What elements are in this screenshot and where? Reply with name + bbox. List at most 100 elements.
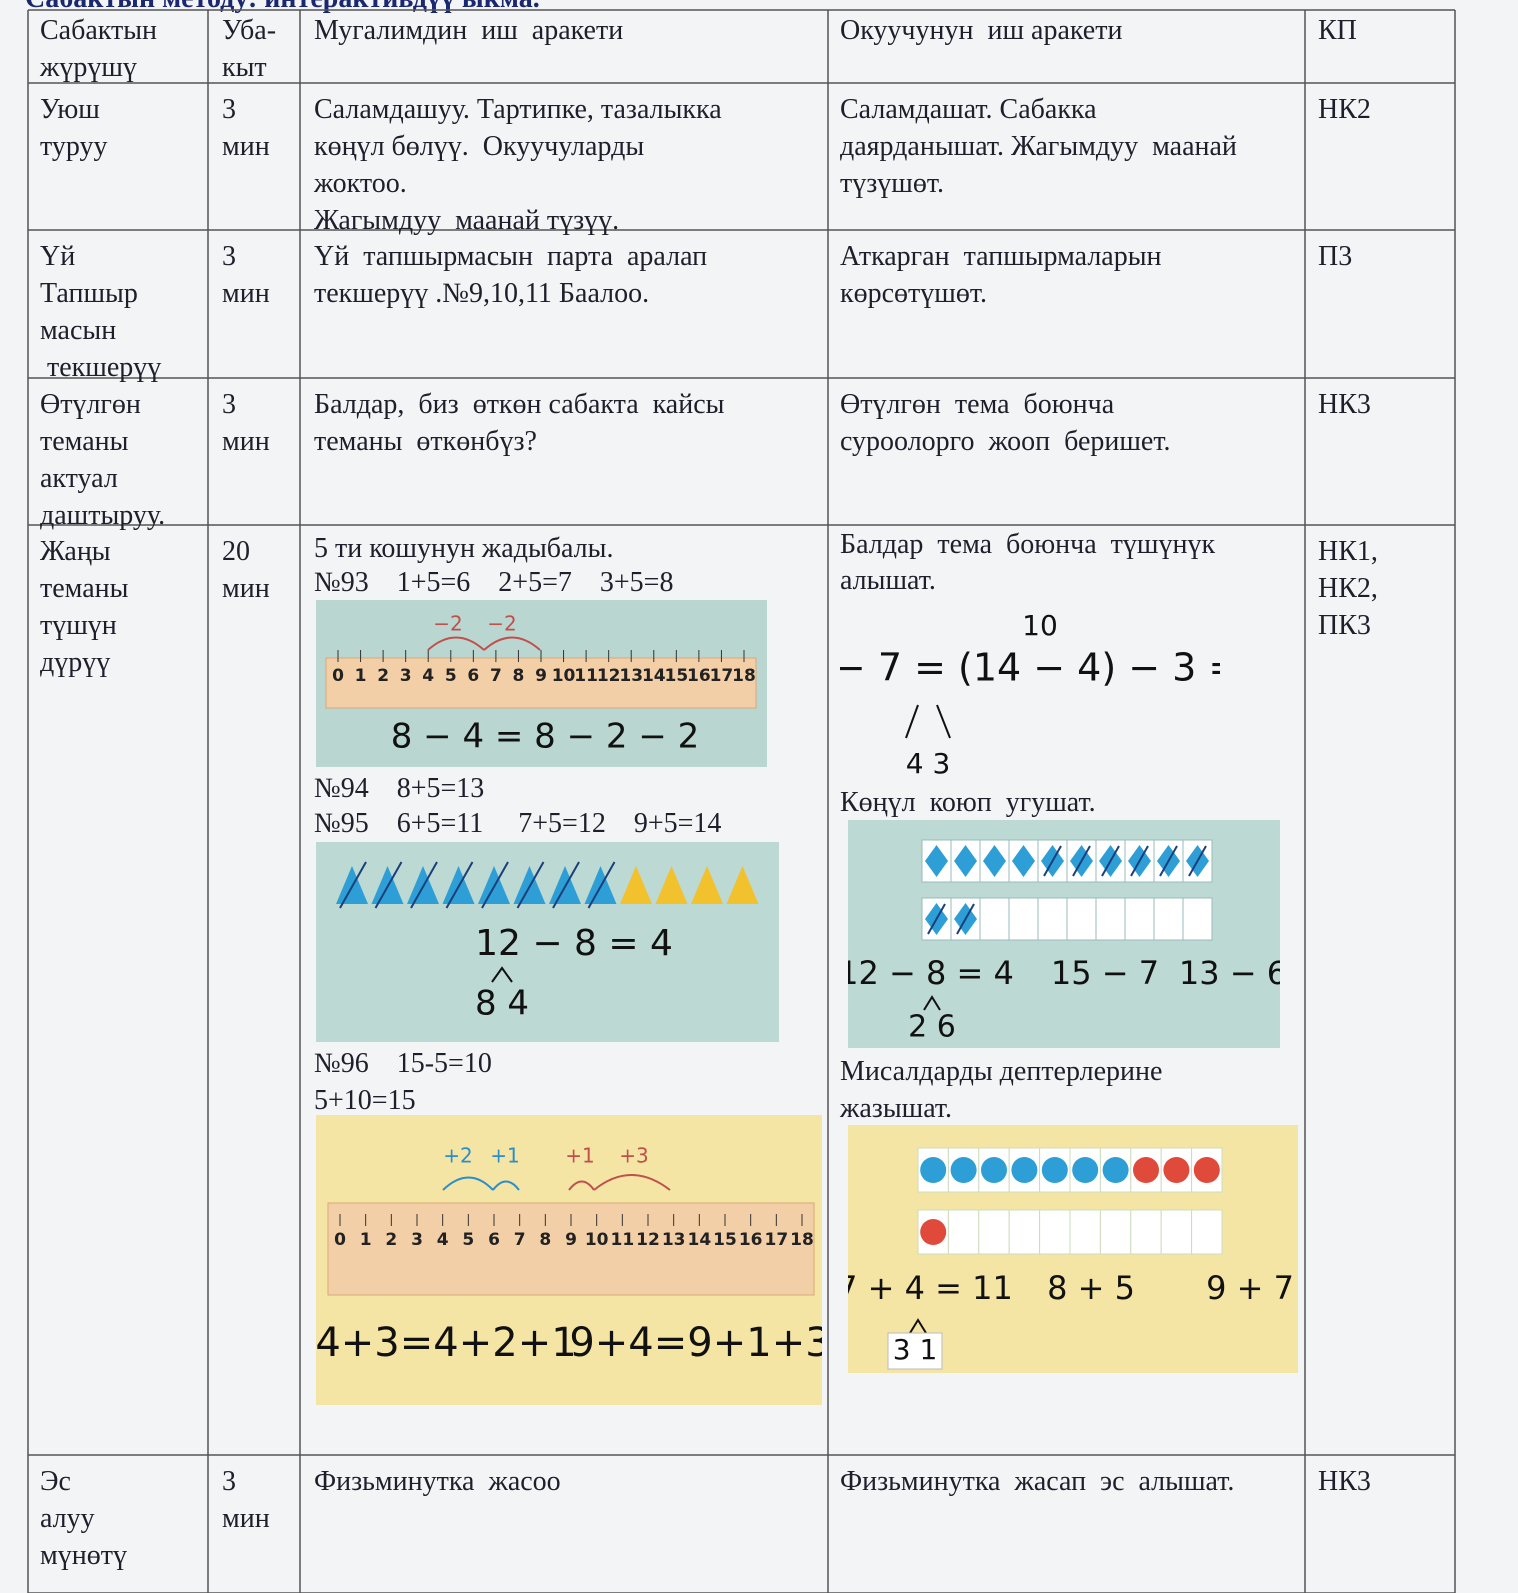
time-text: мин — [222, 278, 270, 309]
teacher-text: 5+10=15 — [314, 1085, 416, 1116]
figure-text: 16 — [739, 1230, 763, 1250]
time-text: 3 — [222, 94, 236, 125]
figure-text: 12 — [636, 1230, 660, 1250]
figure-text: 3 1 — [893, 1333, 938, 1366]
stage-text: теманы — [40, 426, 129, 457]
student-text: көрсөтүшөт. — [840, 278, 987, 309]
figure-text: 18 — [732, 666, 756, 686]
figure-text: 14 − 7 = (14 − 4) − 3 = 7 — [840, 646, 1220, 690]
stage-text: актуал — [40, 463, 118, 494]
teacher-text: №96 15-5=10 — [314, 1048, 492, 1079]
student-text: Өтүлгөн тема боюнча — [840, 389, 1115, 420]
stage-text: текшерүү — [40, 352, 162, 383]
teacher-text: №93 1+5=6 2+5=7 3+5=8 — [314, 567, 674, 598]
teacher-text: №95 6+5=11 7+5=12 9+5=14 — [314, 808, 722, 839]
figure-text: +1 — [490, 1144, 519, 1168]
student-text: Физьминутка жасап эс алышат. — [840, 1466, 1235, 1497]
triangles-figure: 12 − 8 = 4 8 4 — [316, 842, 779, 1042]
figure-text: 3 — [400, 666, 412, 686]
student-text: Көңүл коюп угушат. — [840, 787, 1096, 818]
stage-text: даштыруу. — [40, 500, 166, 531]
figure-text: 7 — [490, 666, 502, 686]
diamond — [983, 845, 1006, 877]
cell — [1095, 897, 1126, 941]
teacher-text: Мугалимдин иш аракети — [314, 15, 624, 46]
cross-out — [1043, 845, 1062, 877]
ruler-add-figure: 0 1 2 3 4 5 6 7 8 9 10 11 12 13 14 15 16 17 18+2 +1 +1 +34+3=… — [316, 1115, 822, 1405]
split-caret — [909, 1318, 927, 1334]
cross-out — [552, 861, 580, 909]
cross-out — [1101, 845, 1120, 877]
stage-text: дүрүү — [40, 647, 111, 678]
cell — [1037, 897, 1068, 941]
figure-text: 8 − 4 = 8 − 2 − 2 — [391, 717, 700, 757]
step-arc — [568, 1174, 671, 1191]
cross-out — [1188, 845, 1207, 877]
figure-text: 8 4 — [475, 984, 529, 1024]
stage-text: масын — [40, 315, 117, 346]
figure-text: 4 — [422, 666, 434, 686]
teacher-text: Физьминутка жасоо — [314, 1466, 561, 1497]
figure-text: 14 — [642, 666, 666, 686]
cross-out — [374, 861, 403, 909]
cell — [1008, 1209, 1041, 1255]
time-text: Уба- — [222, 15, 277, 46]
time-text: мин — [222, 1503, 270, 1534]
stage-text: мүнөтү — [40, 1540, 127, 1571]
counter — [1133, 1157, 1159, 1183]
student-text: суроолорго жооп беришет. — [840, 426, 1171, 457]
cross-out — [956, 903, 975, 935]
counter — [1072, 1157, 1099, 1183]
counter — [1011, 1157, 1038, 1183]
figure-text: 17 — [764, 1230, 788, 1250]
student-text: Мисалдарды дептерлерине — [840, 1056, 1163, 1087]
figure-text: 15 — [713, 1230, 737, 1250]
figure-text: 10 — [585, 1230, 609, 1250]
cross-out — [445, 861, 474, 909]
teacher-text: теманы өткөнбүз? — [314, 426, 537, 457]
figure-text: 0 — [332, 666, 344, 686]
ruler — [325, 657, 757, 709]
split-caret — [923, 995, 941, 1011]
counter — [920, 1219, 947, 1245]
cell — [1160, 1209, 1193, 1255]
figure-text: 17 — [710, 666, 734, 686]
figure-text: 8 — [539, 1230, 551, 1250]
cross-out — [927, 903, 946, 935]
cross-out — [481, 861, 509, 909]
time-text: 3 — [222, 1466, 236, 1497]
stage-text: түшүн — [40, 610, 117, 641]
figure-text: 16 — [687, 666, 711, 686]
cell — [947, 1209, 980, 1255]
stage-text: теманы — [40, 573, 129, 604]
time-text: 3 — [222, 389, 236, 420]
figure-text: −2 — [487, 612, 516, 636]
student-text: Балдар тема боюнча түшүнүк — [840, 529, 1216, 560]
cell — [978, 1209, 1010, 1255]
counter — [1041, 1157, 1068, 1183]
figure-text: +1 — [565, 1144, 594, 1168]
figure-text: 0 — [334, 1230, 346, 1250]
step-arc — [427, 636, 541, 651]
stage-text: Сабактын — [40, 15, 158, 46]
diamond — [1012, 845, 1035, 877]
counter — [1102, 1157, 1129, 1183]
student-text: Аткарган тапшырмаларын — [840, 241, 1162, 272]
split-lines — [905, 704, 951, 739]
cell — [1124, 897, 1155, 941]
kp-text: П3 — [1318, 241, 1353, 272]
figure-text: 13 — [619, 666, 643, 686]
figure-text: 15 − 7 — [1051, 954, 1159, 992]
cross-out — [516, 861, 545, 909]
figure-text: 1 — [360, 1230, 372, 1250]
kp-text: НК2 — [1318, 94, 1371, 125]
cell — [1039, 1209, 1071, 1255]
split-box — [887, 1332, 943, 1370]
figure-text: 6 — [467, 666, 479, 686]
teacher-text: №94 8+5=13 — [314, 773, 485, 804]
teacher-text: 5 ти кошунун жадыбалы. — [314, 533, 614, 564]
cross-out — [1130, 845, 1149, 877]
stage-text: туруу — [40, 131, 108, 162]
